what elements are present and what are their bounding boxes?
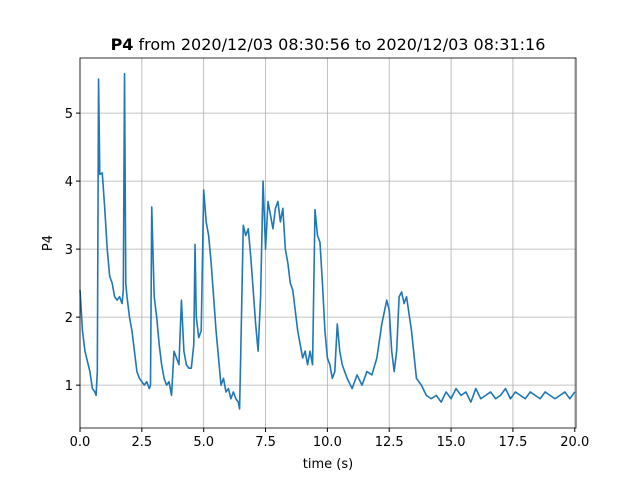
y-tick-label: 4 (65, 175, 73, 190)
x-tick-label: 0.0 (70, 435, 91, 450)
x-tick-label: 20.0 (560, 435, 589, 450)
y-axis-label: P4 (41, 235, 56, 251)
y-tick-label: 1 (65, 379, 73, 394)
chart-title: P4 from 2020/12/03 08:30:56 to 2020/12/0… (111, 35, 546, 54)
x-axis-label: time (s) (303, 457, 353, 472)
x-tick-label: 17.5 (498, 435, 527, 450)
y-tick-label: 5 (65, 107, 73, 122)
plot-frame (79, 57, 577, 429)
title-bold: P4 (111, 35, 134, 54)
y-tick-label: 3 (65, 243, 73, 258)
title-text: from 2020/12/03 08:30:56 to 2020/12/03 0… (139, 35, 546, 54)
x-tick-label: 5.0 (193, 435, 214, 450)
data-line (79, 72, 576, 410)
y-tick-label: 2 (65, 311, 73, 326)
x-tick-label: 12.5 (375, 435, 404, 450)
x-tick-label: 15.0 (437, 435, 466, 450)
x-tick-label: 10.0 (313, 435, 342, 450)
x-tick-label: 2.5 (132, 435, 153, 450)
x-tick-label: 7.5 (255, 435, 276, 450)
